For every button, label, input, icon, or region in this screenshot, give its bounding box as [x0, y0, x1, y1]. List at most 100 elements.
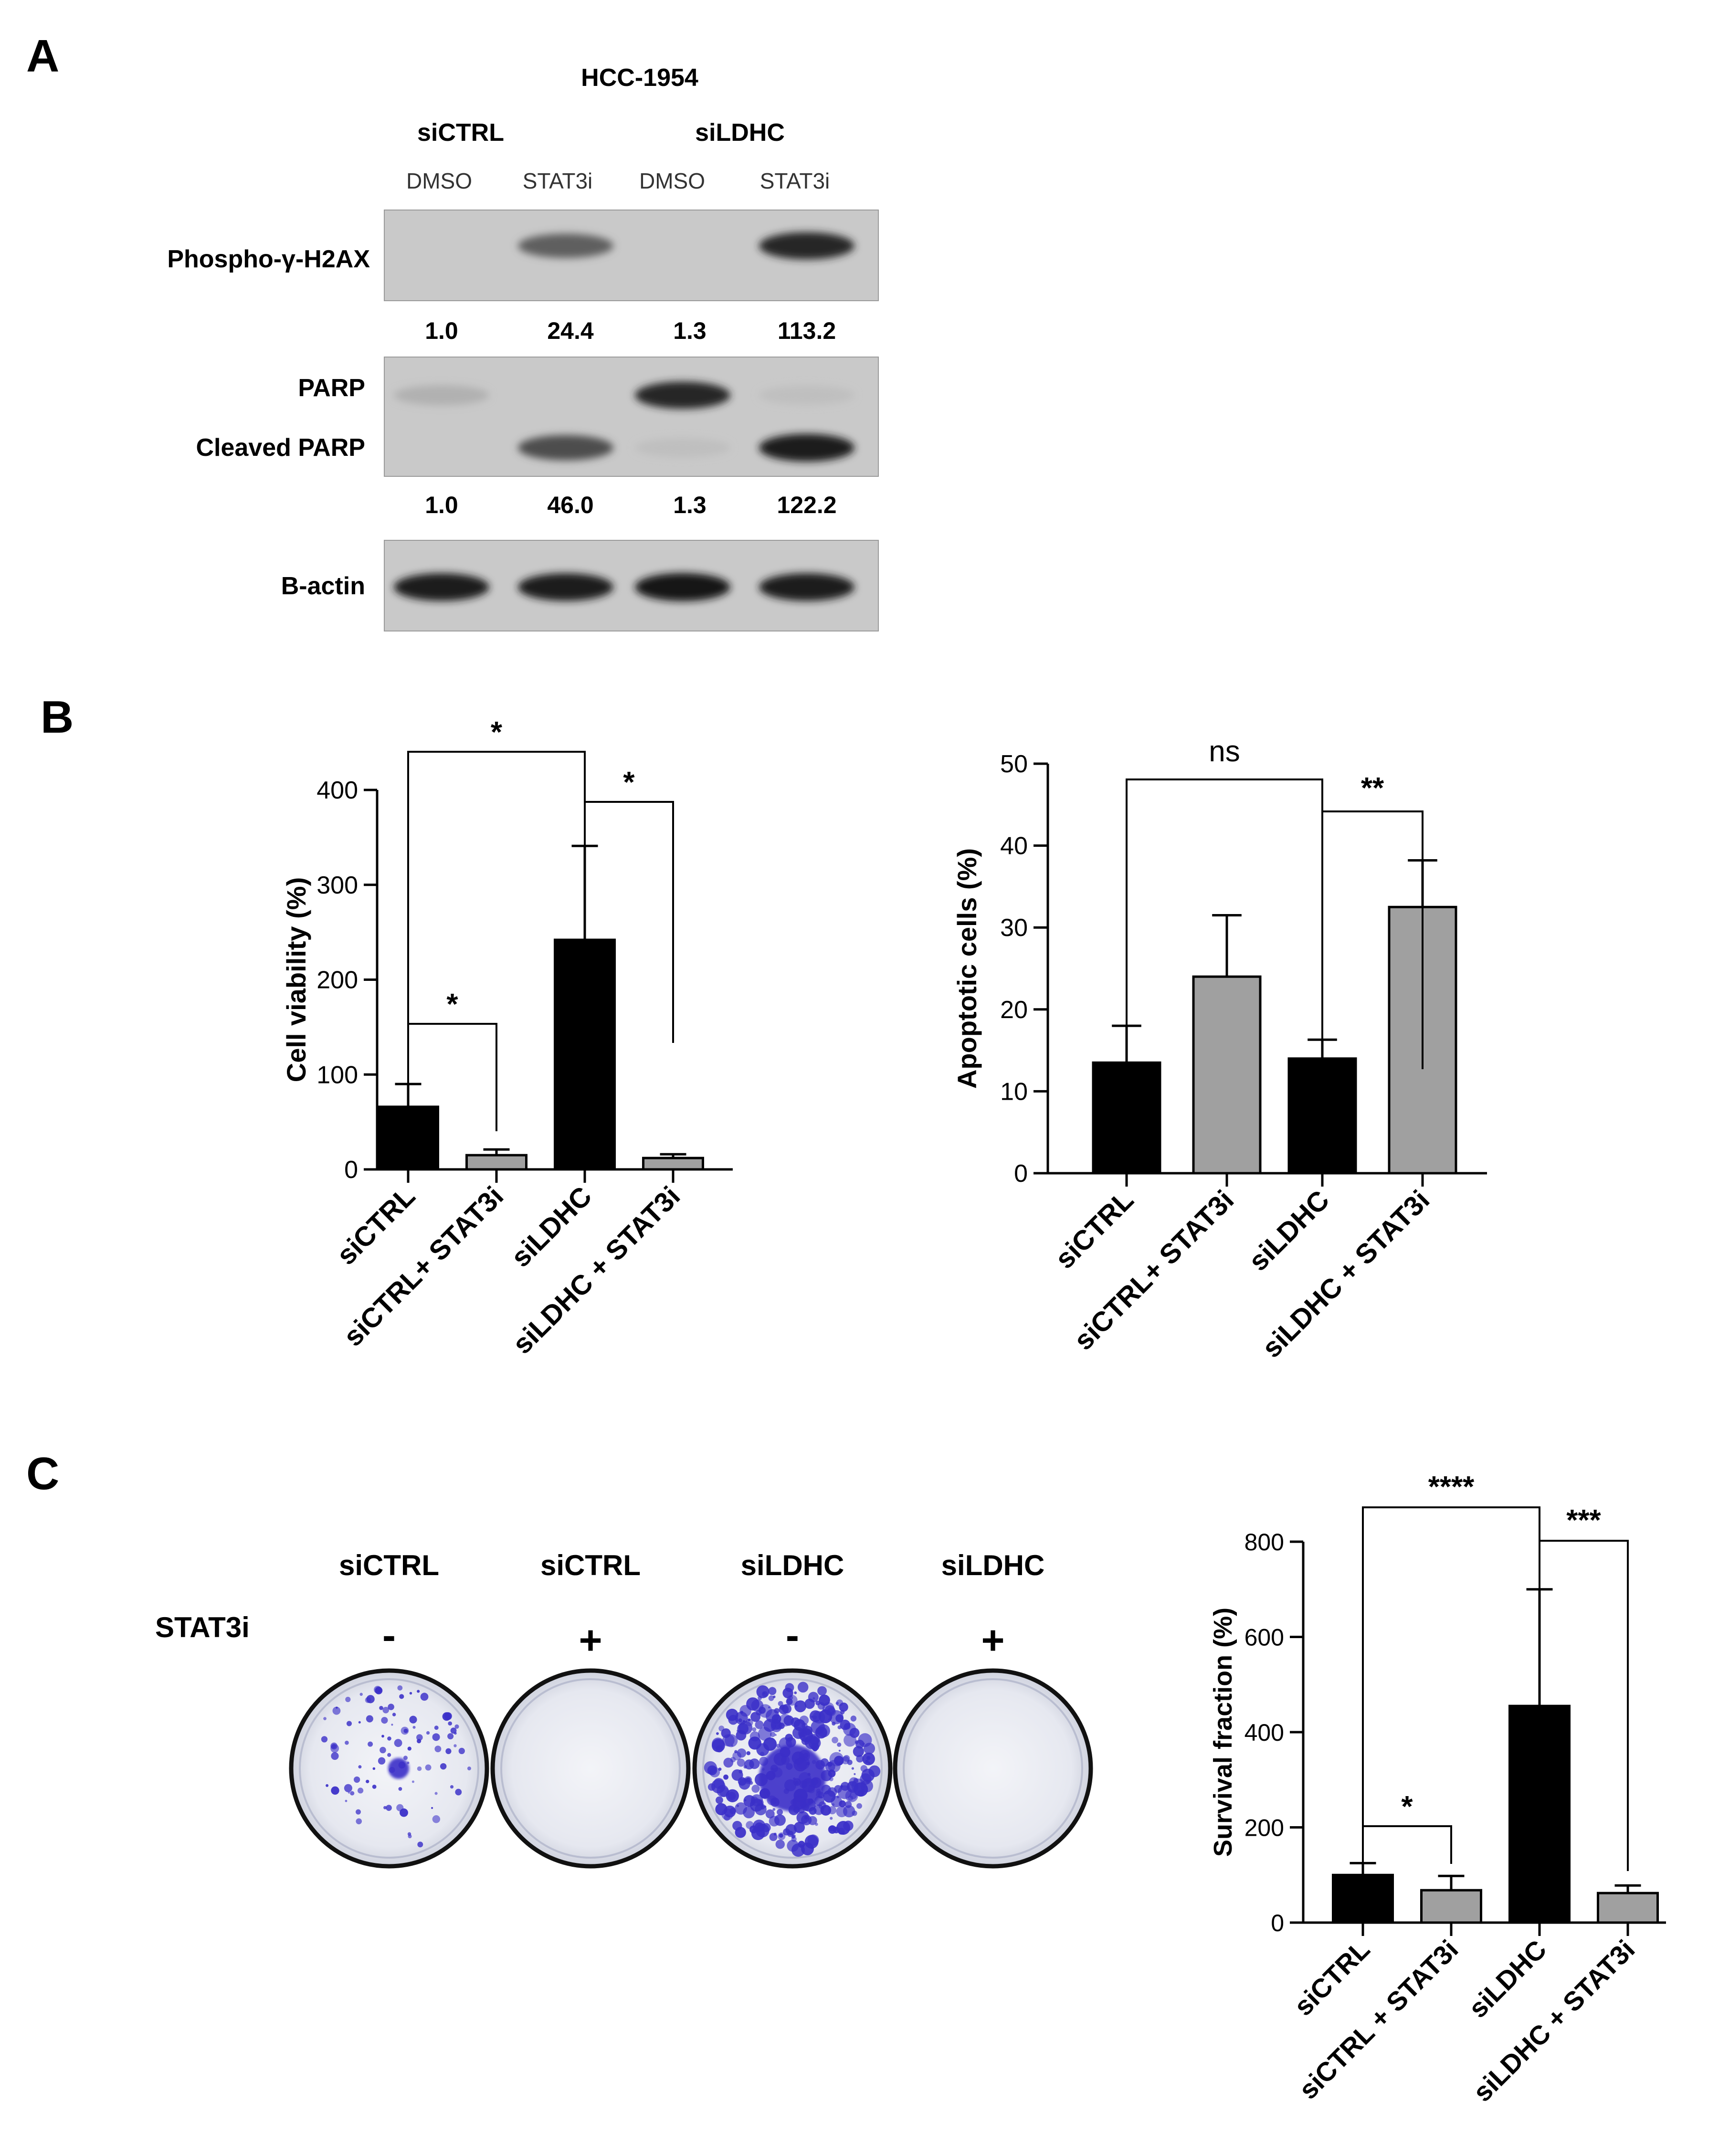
colony [358, 1721, 361, 1724]
x-tick-label-4: siLDHC + STAT3i [506, 1180, 686, 1360]
blot-label-bactin: B-actin [281, 572, 365, 600]
colony [434, 1725, 439, 1730]
x-tick-label-4: siLDHC + STAT3i [1467, 1934, 1640, 2107]
significance-label: ns [1209, 735, 1240, 768]
colony [830, 1817, 833, 1820]
colony [860, 1765, 867, 1772]
colony [417, 1766, 422, 1771]
colony [744, 1776, 752, 1784]
blot-parp-bands [394, 381, 854, 462]
y-tick-label: 50 [1000, 750, 1028, 778]
bar-2 [465, 1154, 527, 1171]
colony [432, 1733, 440, 1741]
y-tick-label: 20 [1000, 996, 1028, 1024]
colony [783, 1715, 794, 1726]
lane-label-4: STAT3i [760, 168, 830, 193]
colony [833, 1827, 840, 1833]
colony [744, 1799, 747, 1801]
quant-parp-1: 1.0 [425, 492, 458, 518]
lane-label-2: STAT3i [523, 168, 593, 193]
colony [738, 1718, 742, 1723]
cleaved-parp-band-2 [518, 435, 613, 461]
colony [734, 1750, 738, 1754]
colony [379, 1706, 383, 1710]
colony [853, 1746, 864, 1757]
colony [799, 1715, 809, 1725]
colony [779, 1704, 789, 1714]
colony [863, 1743, 875, 1755]
colony [829, 1777, 833, 1781]
colony [366, 1715, 373, 1723]
colony [403, 1756, 408, 1760]
colony [356, 1809, 361, 1815]
chart-cell-viability: 0 100 200 300 400 Cell viability (%) siCTRLsiC… [281, 716, 733, 1360]
colony [849, 1777, 859, 1787]
colony [365, 1697, 371, 1703]
colony [746, 1719, 753, 1726]
significance-bracket [1362, 1825, 1452, 1864]
cell-line-title: HCC-1954 [581, 64, 698, 92]
colony [354, 1776, 360, 1783]
colony-dish-2 [490, 1668, 691, 1869]
significance-label: **** [1428, 1471, 1475, 1504]
colony [844, 1734, 857, 1747]
colony [844, 1723, 851, 1730]
colony [450, 1727, 457, 1734]
colony [838, 1749, 841, 1752]
colony [835, 1702, 839, 1705]
colony [716, 1796, 723, 1804]
colony [707, 1783, 716, 1791]
colony [811, 1715, 813, 1718]
panel-b-letter: B [41, 692, 74, 743]
colony [801, 1814, 812, 1826]
colony [794, 1691, 797, 1694]
colony [751, 1785, 760, 1793]
colony [736, 1730, 747, 1741]
significance-label: * [491, 716, 503, 749]
colony [778, 1701, 783, 1706]
bar-4 [1597, 1892, 1659, 1924]
significance-label: * [1401, 1790, 1413, 1823]
colony [748, 1718, 751, 1722]
colony [750, 1798, 764, 1812]
y-tick-label: 40 [1000, 832, 1028, 860]
y-tick-label: 100 [316, 1061, 358, 1089]
colony [768, 1687, 777, 1695]
colony [381, 1717, 388, 1724]
parp-band-4 [759, 385, 854, 405]
colony [409, 1715, 417, 1724]
bar-1 [1332, 1873, 1394, 1924]
colony [345, 1799, 348, 1802]
colony [331, 1752, 339, 1760]
colony [331, 1786, 339, 1795]
colony [832, 1736, 838, 1744]
x-tick-label-4: siLDHC + STAT3i [1256, 1184, 1435, 1364]
colony [455, 1788, 462, 1796]
y-tick-label: 400 [1244, 1719, 1284, 1746]
colony [458, 1747, 465, 1755]
colony [387, 1753, 391, 1757]
colony [383, 1806, 387, 1809]
colony [717, 1785, 729, 1797]
colony [431, 1807, 433, 1809]
colony [779, 1833, 783, 1838]
colony [868, 1762, 871, 1764]
dish-rim [702, 1678, 883, 1859]
colony [382, 1706, 390, 1714]
colony [822, 1709, 826, 1712]
colony [434, 1792, 438, 1795]
colony [750, 1712, 761, 1722]
quant-parp-4: 122.2 [777, 492, 836, 518]
colony [824, 1705, 835, 1716]
colony [769, 1833, 778, 1841]
bar-2 [1420, 1889, 1482, 1924]
colony [454, 1724, 459, 1729]
colony [749, 1731, 760, 1742]
colony [769, 1816, 780, 1827]
colony [398, 1787, 402, 1791]
colony [728, 1714, 738, 1725]
blot-h2ax-bands [518, 232, 854, 260]
colony [843, 1755, 850, 1762]
colony [411, 1780, 414, 1783]
colony [851, 1767, 854, 1770]
